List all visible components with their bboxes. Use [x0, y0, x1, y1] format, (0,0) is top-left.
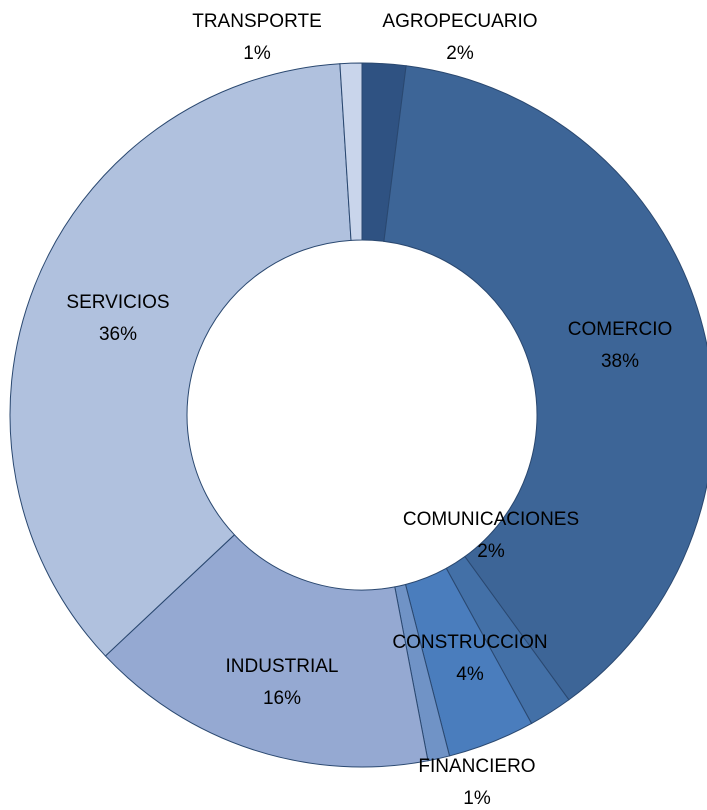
slice-value-label: 36% [99, 324, 137, 345]
slice-value-label: 4% [456, 664, 484, 685]
slice-value-label: 2% [477, 541, 505, 562]
slice-label: TRANSPORTE [192, 11, 322, 32]
slice-value-label: 16% [263, 688, 301, 709]
donut-slice [9, 63, 352, 657]
slice-label: FINANCIERO [418, 756, 535, 777]
donut-slice [104, 534, 429, 768]
donut-slice [383, 65, 707, 701]
slice-value-label: 38% [601, 351, 639, 372]
donut-slice [339, 62, 363, 241]
slice-value-label: 1% [463, 788, 491, 809]
slice-value-label: 2% [446, 43, 474, 64]
slice-value-label: 1% [243, 43, 271, 64]
slice-label: INDUSTRIAL [226, 656, 339, 677]
slice-label: CONSTRUCCION [392, 632, 547, 653]
slice-label: COMUNICACIONES [403, 509, 579, 530]
slice-label: COMERCIO [568, 319, 673, 340]
slice-label: AGROPECUARIO [382, 11, 537, 32]
slice-label: SERVICIOS [66, 292, 169, 313]
